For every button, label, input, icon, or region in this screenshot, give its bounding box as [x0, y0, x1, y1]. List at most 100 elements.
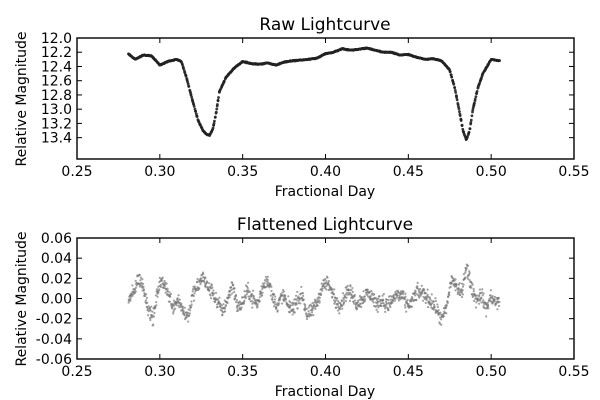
flat-data-point [439, 311, 442, 314]
flat-data-point [423, 297, 427, 300]
flat-y-tick-label: 0.02 [41, 271, 72, 287]
flat-data-point [426, 288, 429, 291]
flat-data-point [333, 288, 336, 291]
raw-y-tick-label: 12.0 [41, 31, 72, 47]
flat-data-point [177, 304, 180, 307]
raw-data-point [460, 123, 464, 127]
raw-lightcurve-panel: Raw Lightcurve 0.25 0.30 0.35 0.40 0.45 0.50 0… [14, 15, 590, 200]
flat-data-point [182, 310, 185, 313]
flat-data-point [188, 309, 192, 312]
flat-data-point [305, 317, 309, 321]
flat-data-point [374, 297, 378, 300]
raw-data-point [222, 79, 226, 83]
flat-data-point [146, 301, 149, 304]
flat-data-point [387, 309, 390, 312]
flat-data-point [158, 288, 161, 291]
flat-data-point [493, 295, 497, 299]
flat-data-point [181, 305, 184, 308]
flat-data-point [461, 289, 464, 292]
flat-data-point [208, 289, 211, 293]
flat-data-point [362, 290, 365, 293]
flat-data-point [360, 296, 363, 299]
flat-data-point [237, 309, 240, 312]
raw-data-point [458, 114, 462, 118]
flat-data-point [468, 279, 471, 282]
flat-data-point [261, 291, 264, 294]
flat-data-point [482, 292, 485, 295]
flat-data-point [405, 310, 408, 313]
flat-data-point [246, 281, 250, 284]
flat-data-point [289, 304, 292, 307]
flat-data-point [454, 278, 457, 281]
flat-data-point [221, 313, 224, 316]
flat-data-point [223, 310, 227, 313]
flat-data-point [455, 285, 458, 288]
flat-data-point [292, 308, 295, 311]
flat-data-point [421, 291, 424, 295]
flat-data-point [148, 306, 151, 310]
flat-data-point [138, 273, 141, 276]
raw-data-point [215, 104, 219, 108]
flat-data-point [325, 288, 328, 291]
raw-data-points [127, 46, 501, 141]
raw-data-point [182, 66, 185, 70]
flat-data-point [410, 305, 414, 308]
flat-data-point [284, 298, 288, 301]
flat-data-point [461, 285, 465, 288]
flat-data-point [229, 293, 232, 296]
flat-data-point [440, 318, 443, 321]
flat-data-point [436, 305, 439, 309]
flat-x-tick-label: 0.45 [393, 364, 424, 380]
flat-data-point [399, 293, 402, 296]
flat-data-point [224, 304, 228, 307]
flat-data-point [419, 294, 422, 297]
raw-y-tick-label: 13.4 [41, 131, 72, 147]
flat-data-point [204, 276, 207, 279]
raw-data-point [459, 119, 463, 122]
flat-data-point [248, 290, 252, 293]
flat-data-point [168, 291, 171, 294]
flat-data-point [261, 287, 264, 291]
flat-data-point [387, 299, 390, 302]
flat-data-point [149, 309, 152, 312]
flat-data-point [416, 285, 419, 288]
flat-data-point [169, 292, 172, 296]
flat-data-point [338, 308, 341, 311]
flat-y-ticks: 0.06 0.04 0.02 0.00 -0.02 -0.04 -0.06 [36, 231, 574, 368]
flat-data-point [295, 303, 298, 306]
flat-data-point [231, 292, 234, 295]
raw-x-tick-label: 0.55 [558, 164, 589, 180]
flat-data-point [196, 277, 199, 281]
flat-data-point [381, 298, 385, 301]
raw-data-point [213, 119, 216, 123]
raw-data-point [457, 107, 461, 111]
flat-data-point [164, 291, 167, 294]
flat-data-point [491, 295, 494, 298]
flat-data-point [328, 283, 331, 287]
raw-data-point [467, 130, 471, 134]
flat-data-point [487, 304, 490, 307]
flat-data-point [295, 298, 298, 301]
flat-data-point [357, 301, 360, 304]
flat-data-point [462, 273, 465, 276]
flat-data-point [431, 302, 434, 305]
flat-data-point [318, 296, 321, 299]
flat-data-point [196, 280, 199, 284]
flat-data-point [166, 289, 169, 293]
raw-data-point [212, 122, 216, 125]
flat-data-point [449, 285, 452, 288]
flat-data-point [331, 295, 334, 298]
flat-data-point [342, 301, 346, 304]
flat-data-point [406, 298, 409, 301]
flat-x-axis-label: Fractional Day [275, 384, 375, 400]
flat-data-point [416, 287, 420, 290]
flat-data-point [454, 289, 457, 292]
flat-data-point [404, 306, 407, 309]
flat-data-point [235, 301, 238, 304]
flat-data-point [216, 306, 219, 309]
flat-data-point [261, 282, 264, 285]
flat-data-point [145, 299, 148, 302]
flat-data-point [485, 315, 488, 318]
flat-data-point [362, 297, 365, 300]
flat-data-point [149, 318, 152, 322]
